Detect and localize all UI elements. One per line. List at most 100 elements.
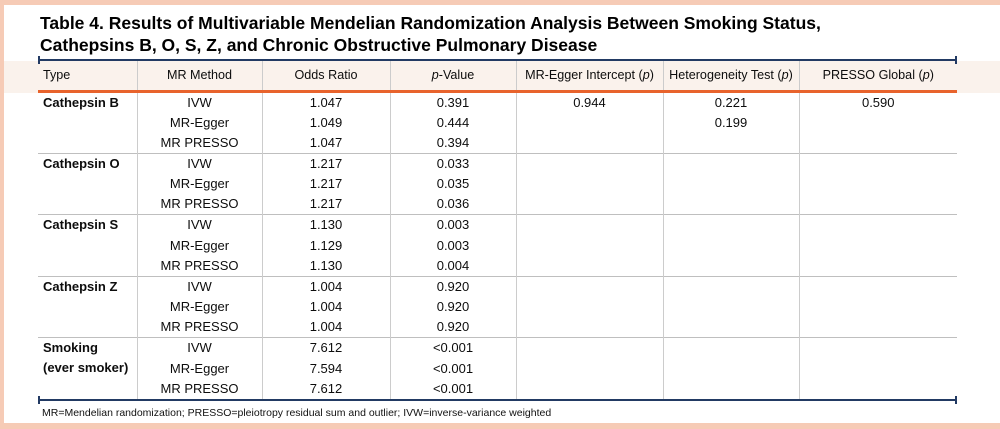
bottom-rule (38, 395, 957, 404)
cell-mr-egger-intercept-p (516, 297, 664, 317)
results-table: Type MR Method Odds Ratio p-Value MR-Egger I… (38, 61, 957, 399)
cell-presso-global-p (799, 297, 957, 317)
type-label-line: Cathepsin Z (43, 278, 118, 294)
cell-p-value: 0.004 (390, 255, 517, 276)
group-cathepsin-z: Cathepsin Z IVW 1.004 0.920 MR-Egger 1.004 0.9… (38, 275, 957, 338)
cell-heterogeneity-p (663, 174, 800, 194)
table-row: MR PRESSO 1.004 0.920 (38, 317, 957, 338)
table-row: Cathepsin O IVW 1.217 0.033 (38, 152, 957, 215)
cell-method: IVW (137, 214, 263, 236)
cell-method: IVW (137, 275, 263, 297)
cell-odds-ratio: 1.129 (262, 235, 391, 256)
column-header-p-value: p-Value (390, 61, 517, 93)
cell-presso-global-p (799, 133, 957, 154)
cell-heterogeneity-p (663, 337, 800, 359)
cell-heterogeneity-p (663, 235, 800, 256)
cell-p-value: 0.920 (390, 275, 517, 297)
table-row: Cathepsin Z IVW 1.004 0.920 (38, 275, 957, 338)
cell-odds-ratio: 1.047 (262, 91, 391, 113)
cell-presso-global-p (799, 256, 957, 277)
cell-presso-global-p (799, 337, 957, 359)
cell-odds-ratio: 1.217 (262, 152, 391, 174)
table-row: MR PRESSO 1.217 0.036 (38, 194, 957, 215)
cell-mr-egger-intercept-p (516, 337, 664, 359)
group-smoking: Smoking (ever smoker) IVW 7.612 <0.001 MR-Egg… (38, 337, 957, 399)
cell-odds-ratio: 1.130 (262, 214, 391, 236)
table-title: Table 4. Results of Multivariable Mendel… (40, 12, 980, 56)
cell-odds-ratio: 7.612 (262, 337, 391, 359)
cell-p-value: 0.391 (390, 91, 517, 113)
table-row: MR PRESSO 7.612 <0.001 (38, 378, 957, 399)
cell-presso-global-p (799, 379, 957, 399)
cell-method: IVW (137, 337, 263, 359)
type-label-line: (ever smoker) (43, 360, 129, 375)
cell-heterogeneity-p: 0.221 (663, 91, 800, 113)
table-title-line1: Table 4. Results of Multivariable Mendel… (40, 13, 821, 33)
cell-odds-ratio: 7.594 (262, 358, 391, 379)
column-header-mr-egger-intercept: MR-Egger Intercept (p) (516, 61, 664, 93)
cell-mr-egger-intercept-p (516, 378, 664, 399)
cell-p-value: 0.003 (390, 235, 517, 256)
cell-p-value: <0.001 (390, 337, 517, 359)
cell-odds-ratio: 7.612 (262, 378, 391, 399)
table-row: Smoking (ever smoker) IVW 7.612 <0.001 (38, 337, 957, 399)
header-row: Type MR Method Odds Ratio p-Value MR-Egger I… (38, 61, 957, 93)
cell-odds-ratio: 1.217 (262, 174, 391, 194)
cell-method: MR PRESSO (137, 378, 263, 399)
cell-presso-global-p (799, 275, 957, 297)
cell-mr-egger-intercept-p (516, 255, 664, 276)
column-header-heterogeneity-test: Heterogeneity Test (p) (663, 61, 800, 93)
cell-presso-global-p (799, 214, 957, 236)
cell-method: MR-Egger (137, 297, 263, 317)
cell-heterogeneity-p: 0.199 (663, 112, 800, 133)
cell-p-value: 0.033 (390, 152, 517, 174)
table-row: MR-Egger 1.129 0.003 (38, 235, 957, 256)
table-title-line2: Cathepsins B, O, S, Z, and Chronic Obstr… (40, 35, 598, 55)
cell-p-value: 0.444 (390, 112, 517, 133)
cell-odds-ratio: 1.004 (262, 275, 391, 297)
cell-heterogeneity-p (663, 378, 800, 399)
column-header-mr-method: MR Method (137, 61, 263, 93)
type-label-line: Cathepsin B (43, 94, 119, 110)
cell-presso-global-p (799, 113, 957, 133)
cell-heterogeneity-p (663, 194, 800, 215)
type-label-line: Smoking (43, 340, 98, 355)
cell-odds-ratio: 1.004 (262, 297, 391, 317)
cell-presso-global-p (799, 236, 957, 256)
cell-presso-global-p (799, 317, 957, 338)
cell-type: Cathepsin O (38, 152, 138, 215)
cell-method: MR-Egger (137, 358, 263, 379)
cell-method: MR PRESSO (137, 194, 263, 215)
cell-method: MR-Egger (137, 112, 263, 133)
cell-heterogeneity-p (663, 358, 800, 379)
cell-mr-egger-intercept-p (516, 275, 664, 297)
footnote: MR=Mendelian randomization; PRESSO=pleio… (42, 406, 552, 419)
cell-odds-ratio: 1.047 (262, 132, 391, 153)
cell-heterogeneity-p (663, 297, 800, 317)
cell-p-value: 0.003 (390, 214, 517, 236)
table-row: MR PRESSO 1.130 0.004 (38, 255, 957, 277)
column-header-type: Type (38, 61, 138, 93)
cell-mr-egger-intercept-p (516, 214, 664, 236)
table-row: Cathepsin B IVW 1.047 0.391 0.944 0.221 0.590 (38, 91, 957, 153)
cell-mr-egger-intercept-p (516, 174, 664, 194)
table-row: MR-Egger 1.004 0.920 (38, 297, 957, 317)
cell-heterogeneity-p (663, 275, 800, 297)
column-header-odds-ratio: Odds Ratio (262, 61, 391, 93)
table-row: MR-Egger 1.049 0.444 0.199 (38, 112, 957, 133)
cell-type: Cathepsin B (38, 91, 138, 153)
table-row: Cathepsin S IVW 1.130 0.003 (38, 214, 957, 276)
cell-method: MR PRESSO (137, 255, 263, 276)
cell-type: Cathepsin Z (38, 275, 138, 338)
top-rule (38, 56, 957, 64)
cell-mr-egger-intercept-p (516, 358, 664, 379)
cell-presso-global-p (799, 152, 957, 174)
cell-p-value: 0.920 (390, 297, 517, 317)
cell-mr-egger-intercept-p: 0.944 (516, 91, 664, 113)
cell-mr-egger-intercept-p (516, 317, 664, 338)
cell-mr-egger-intercept-p (516, 194, 664, 215)
cell-odds-ratio: 1.130 (262, 255, 391, 276)
cell-method: MR-Egger (137, 174, 263, 194)
cell-presso-global-p: 0.590 (861, 94, 895, 110)
